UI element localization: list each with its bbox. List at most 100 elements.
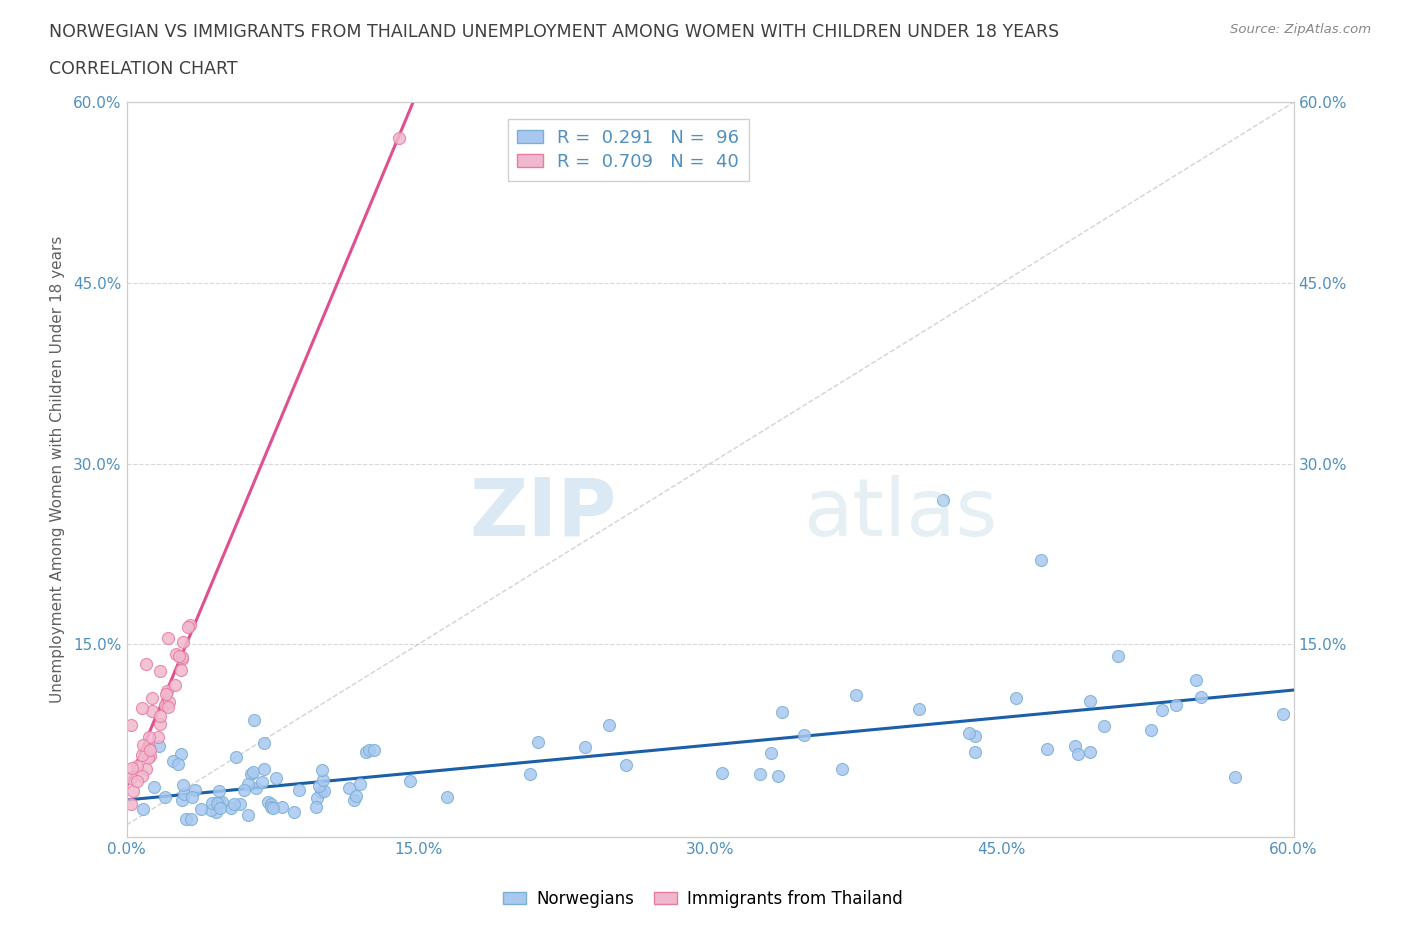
Point — [177, 619, 200, 634]
Y-axis label: Unemployment Among Women with Children Under 18 years: Unemployment Among Women with Children U… — [49, 236, 65, 703]
Point — [314, 783, 336, 798]
Point — [157, 699, 180, 714]
Point — [166, 756, 188, 771]
Point — [162, 753, 184, 768]
Point — [169, 649, 191, 664]
Point — [205, 805, 228, 820]
Point — [831, 762, 853, 777]
Point — [1036, 742, 1059, 757]
Point — [233, 783, 256, 798]
Point — [908, 701, 931, 716]
Point — [957, 726, 980, 741]
Point — [1080, 744, 1102, 759]
Point — [165, 677, 187, 692]
Point — [1108, 649, 1130, 664]
Point — [205, 796, 228, 811]
Point — [238, 777, 260, 792]
Point — [354, 744, 377, 759]
Point — [398, 774, 420, 789]
Legend: R =  0.291   N =  96, R =  0.709   N =  40: R = 0.291 N = 96, R = 0.709 N = 40 — [508, 119, 749, 180]
Point — [135, 657, 157, 671]
Point — [121, 784, 143, 799]
Point — [288, 782, 311, 797]
Point — [845, 687, 868, 702]
Point — [305, 800, 328, 815]
Point — [190, 802, 212, 817]
Point — [146, 730, 169, 745]
Point — [127, 773, 149, 788]
Point — [527, 735, 550, 750]
Point — [165, 646, 187, 661]
Point — [793, 727, 815, 742]
Point — [1223, 769, 1246, 784]
Point — [309, 784, 332, 799]
Point — [1005, 690, 1028, 705]
Point — [141, 704, 163, 719]
Point — [155, 698, 177, 713]
Point — [343, 793, 366, 808]
Point — [932, 492, 955, 507]
Point — [139, 742, 162, 757]
Point — [256, 794, 278, 809]
Point — [574, 739, 596, 754]
Point — [1185, 673, 1208, 688]
Point — [131, 700, 153, 715]
Point — [270, 800, 292, 815]
Point — [201, 795, 224, 810]
Point — [1271, 707, 1294, 722]
Point — [260, 796, 283, 811]
Point — [121, 761, 143, 776]
Point — [1164, 698, 1187, 712]
Point — [139, 749, 162, 764]
Point — [222, 796, 245, 811]
Point — [132, 737, 155, 752]
Point — [242, 765, 264, 780]
Point — [131, 768, 153, 783]
Point — [772, 705, 794, 720]
Point — [344, 789, 367, 804]
Point — [1078, 694, 1101, 709]
Point — [749, 767, 772, 782]
Point — [120, 771, 142, 786]
Point — [1152, 703, 1174, 718]
Point — [149, 717, 172, 732]
Point — [337, 780, 360, 795]
Point — [259, 799, 281, 814]
Point — [148, 738, 170, 753]
Point — [180, 811, 202, 826]
Point — [598, 717, 620, 732]
Point — [965, 728, 987, 743]
Point — [1140, 722, 1163, 737]
Point — [208, 783, 231, 798]
Point — [180, 790, 202, 804]
Point — [388, 131, 411, 146]
Point — [211, 794, 233, 809]
Point — [156, 684, 179, 698]
Point — [131, 802, 153, 817]
Point — [238, 807, 260, 822]
Point — [359, 743, 381, 758]
Point — [170, 652, 193, 667]
Point — [219, 801, 242, 816]
Point — [1189, 689, 1212, 704]
Point — [1029, 552, 1052, 567]
Point — [120, 796, 142, 811]
Point — [149, 663, 172, 678]
Point — [436, 790, 458, 804]
Point — [142, 779, 165, 794]
Point — [349, 777, 371, 791]
Point — [1067, 746, 1090, 761]
Point — [614, 757, 637, 772]
Point — [253, 762, 276, 777]
Point — [157, 631, 180, 645]
Point — [141, 691, 163, 706]
Point — [312, 773, 335, 788]
Point — [131, 748, 153, 763]
Point — [174, 812, 197, 827]
Point — [519, 767, 541, 782]
Point — [759, 746, 782, 761]
Point — [710, 766, 733, 781]
Point — [225, 750, 247, 764]
Point — [179, 618, 201, 632]
Point — [155, 790, 177, 804]
